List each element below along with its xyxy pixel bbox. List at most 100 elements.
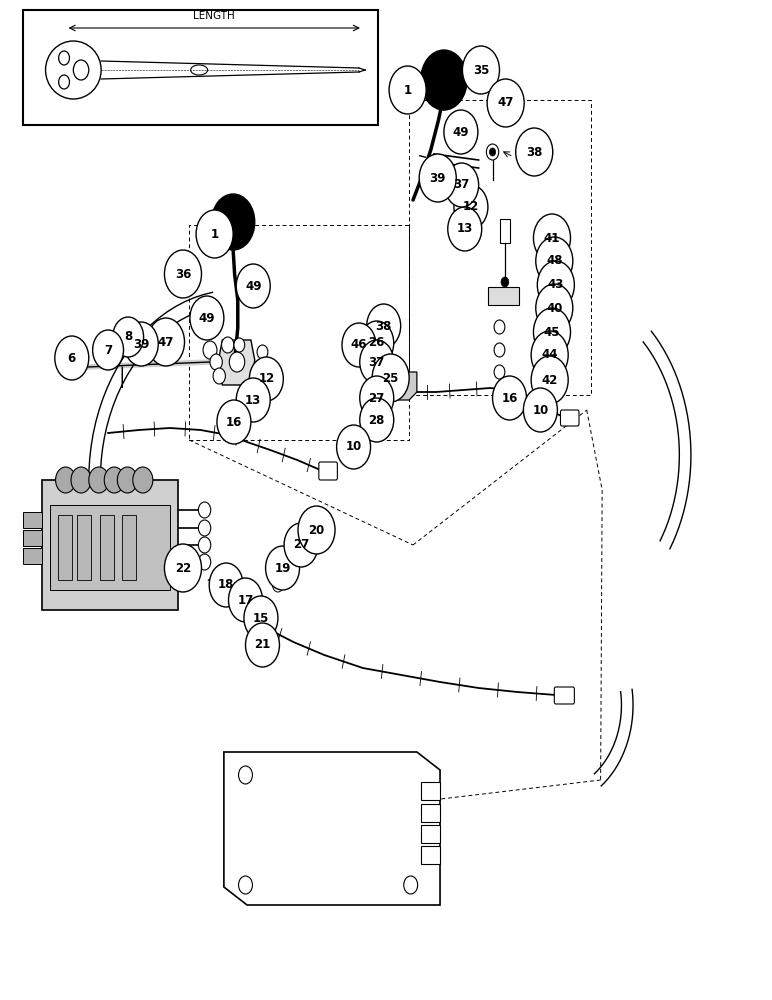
Circle shape [196,210,233,258]
Text: 45: 45 [543,326,560,338]
Circle shape [419,154,456,202]
Circle shape [533,308,571,356]
Text: 18: 18 [218,578,235,591]
Circle shape [523,388,557,432]
Circle shape [164,250,201,298]
Circle shape [337,425,371,469]
Circle shape [494,320,505,334]
Text: 38: 38 [526,145,543,158]
FancyBboxPatch shape [421,782,440,800]
Circle shape [234,338,245,352]
Circle shape [229,352,245,372]
Text: 16: 16 [225,416,242,428]
Text: 12: 12 [258,372,275,385]
Text: 44: 44 [541,349,558,361]
Circle shape [217,400,251,444]
Circle shape [117,467,137,493]
Circle shape [190,296,224,340]
Text: 19: 19 [274,562,291,574]
Circle shape [213,368,225,384]
Circle shape [104,467,124,493]
FancyBboxPatch shape [122,515,136,580]
Text: LENGTH: LENGTH [193,11,235,21]
Text: 40: 40 [546,302,563,314]
Circle shape [209,563,243,607]
Text: 48: 48 [546,254,563,267]
FancyBboxPatch shape [554,687,574,704]
Circle shape [536,237,573,285]
Text: 10: 10 [532,403,549,416]
FancyBboxPatch shape [42,480,178,610]
Text: 42: 42 [541,373,558,386]
Circle shape [71,467,91,493]
Circle shape [113,317,144,357]
Text: 21: 21 [254,639,271,652]
Text: 12: 12 [462,200,479,214]
Circle shape [342,323,376,367]
Circle shape [236,264,270,308]
Circle shape [222,337,234,353]
FancyBboxPatch shape [23,530,42,546]
Text: 35: 35 [472,64,489,77]
Circle shape [257,345,268,359]
Bar [23,10,378,125]
Circle shape [372,354,409,402]
Text: 7: 7 [104,344,112,357]
Circle shape [531,331,568,379]
Text: 49: 49 [245,279,262,292]
Text: 38: 38 [375,320,392,332]
FancyBboxPatch shape [319,462,337,480]
Circle shape [198,537,211,553]
Circle shape [147,318,185,366]
Circle shape [271,565,282,579]
Text: 17: 17 [237,593,254,606]
Text: 13: 13 [245,393,262,406]
Text: 13: 13 [456,223,473,235]
Text: 8: 8 [124,330,132,344]
Text: 41: 41 [543,232,560,244]
Circle shape [536,284,573,332]
Circle shape [363,403,374,417]
Polygon shape [218,340,255,385]
Circle shape [210,354,222,370]
Circle shape [360,398,394,442]
Circle shape [229,578,262,622]
Circle shape [198,554,211,570]
Circle shape [444,110,478,154]
Text: 49: 49 [452,125,469,138]
Circle shape [389,66,426,114]
FancyBboxPatch shape [23,548,42,564]
Bar [488,287,519,305]
Circle shape [516,128,553,176]
FancyBboxPatch shape [23,512,42,528]
Text: 15: 15 [252,611,269,624]
Circle shape [266,546,300,590]
Circle shape [501,277,509,287]
Text: 36: 36 [174,267,191,280]
Circle shape [360,321,394,365]
Text: 49: 49 [198,312,215,324]
FancyBboxPatch shape [77,515,91,580]
Text: 46: 46 [350,338,367,352]
FancyBboxPatch shape [560,410,579,426]
Text: 27: 27 [293,538,310,552]
Text: 6: 6 [68,352,76,364]
Circle shape [133,467,153,493]
Circle shape [486,144,499,160]
Circle shape [448,207,482,251]
Circle shape [236,378,270,422]
Text: 10: 10 [345,440,362,454]
Circle shape [244,596,278,640]
Circle shape [487,79,524,127]
Circle shape [256,611,269,629]
Polygon shape [394,372,417,400]
Circle shape [454,185,488,229]
Text: 43: 43 [547,278,564,292]
FancyBboxPatch shape [100,515,114,580]
Text: 39: 39 [429,172,446,184]
Circle shape [489,148,496,156]
Circle shape [93,330,124,370]
Circle shape [124,322,158,366]
Circle shape [164,544,201,592]
FancyBboxPatch shape [58,515,72,580]
